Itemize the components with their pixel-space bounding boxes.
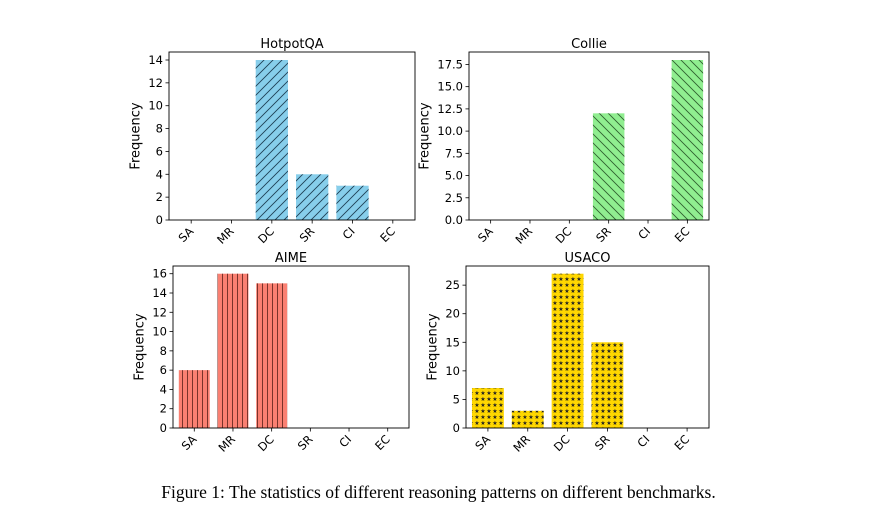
plot-frame [168,51,416,221]
bar-hatch [592,113,625,220]
y-tick-label: 14 [148,53,163,67]
bar-hatch [255,60,288,220]
x-tick-label: MR [214,224,237,247]
y-tick-label: 4 [160,382,167,396]
y-tick-label: 2 [156,190,163,204]
y-tick-label: 2 [160,402,167,416]
figure-caption: Figure 1: The statistics of different re… [161,482,716,502]
x-tick-label: EC [377,224,398,245]
y-tick-label: 5.0 [445,169,463,183]
x-tick-label: CI [635,224,653,242]
y-tick-label: 12 [152,305,167,319]
chart-2: 0 2 4 6 8 10 12 14 16 SA MR DC SR CI EC AIME Frequency [132,251,410,455]
x-tick-label: CI [634,432,652,450]
y-tick-label: 10.0 [437,124,463,138]
chart-0: 0 2 4 6 8 10 12 14 SA MR DC SR CI EC HotpotQA Frequency [128,37,416,247]
bar-hatch [336,185,369,220]
y-tick-label: 25 [445,278,460,292]
bar-hatch [671,60,704,220]
y-tick-label: 10 [445,364,460,378]
y-axis-label: Frequency [132,313,147,380]
y-tick-label: 0 [156,213,163,227]
x-tick-label: SR [592,432,613,453]
bar-hatch [591,342,624,428]
y-tick-label: 12 [148,76,163,90]
plot-frame [172,265,410,429]
x-tick-label: MR [216,432,239,455]
x-tick-label: SA [179,432,200,453]
x-tick-label: SR [593,224,614,245]
x-tick-label: CI [340,224,358,242]
x-tick-label: SA [475,224,496,245]
y-tick-label: 15.0 [437,80,463,94]
y-tick-label: 10 [152,325,167,339]
x-tick-label: CI [336,432,354,450]
x-tick-label: SA [472,432,493,453]
y-tick-label: 20 [445,307,460,321]
chart-title: Collie [571,37,607,52]
y-tick-label: 12.5 [437,102,463,116]
y-tick-label: 0.0 [445,213,463,227]
y-tick-label: 4 [156,167,163,181]
y-axis-label: Frequency [417,102,432,169]
x-tick-label: MR [510,432,533,455]
y-tick-label: 6 [160,363,167,377]
x-tick-label: EC [372,432,393,453]
y-tick-label: 14 [152,286,167,300]
x-tick-label: SA [176,224,197,245]
chart-title: USACO [565,251,611,266]
bar-hatch [217,273,249,428]
chart-3: 0 5 10 15 20 25 SA MR DC SR CI EC USACO Frequency [425,251,710,455]
x-tick-label: DC [551,432,573,454]
bar-hatch [471,388,504,428]
bar-hatch [256,283,288,428]
y-tick-label: 8 [160,344,167,358]
x-tick-label: EC [672,224,693,245]
bar-hatch [551,273,584,428]
chart-1: 0.0 2.5 5.0 7.5 10.0 12.5 15.0 17.5 SA MR DC SR CI EC… [417,37,710,247]
y-tick-label: 6 [156,144,163,158]
y-axis-label: Frequency [425,313,440,380]
y-tick-label: 17.5 [437,57,463,71]
y-tick-label: 0 [453,421,460,435]
plot-frame [465,265,710,429]
x-tick-label: DC [553,224,575,246]
x-tick-label: EC [671,432,692,453]
x-tick-label: SR [297,224,318,245]
plot-frame [468,51,710,221]
y-tick-label: 5 [453,392,460,406]
y-tick-label: 7.5 [445,146,463,160]
bar-hatch [511,410,544,428]
y-tick-label: 0 [160,421,167,435]
y-tick-label: 16 [152,267,167,281]
y-tick-label: 15 [445,335,460,349]
x-tick-label: DC [255,224,277,246]
benchmark-charts: ★ 02468101214SAMRDCSRCIECHotpotQAFrequen… [128,37,710,455]
chart-title: HotpotQA [260,37,323,52]
bar-hatch [178,370,210,428]
x-tick-label: SR [295,432,316,453]
chart-title: AIME [275,251,307,266]
x-tick-label: MR [513,224,536,247]
bar-hatch [296,174,329,220]
y-tick-label: 8 [156,122,163,136]
x-tick-label: DC [255,432,277,454]
y-tick-label: 10 [148,99,163,113]
y-tick-label: 2.5 [445,191,463,205]
y-axis-label: Frequency [128,102,143,169]
